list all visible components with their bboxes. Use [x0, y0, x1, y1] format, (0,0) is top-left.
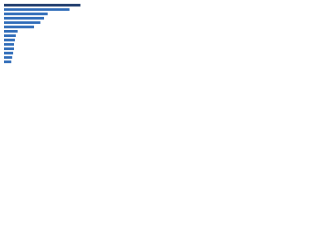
- bar: [4, 60, 12, 64]
- bar: [4, 12, 48, 16]
- bar: [4, 25, 35, 29]
- bar: [4, 34, 16, 37]
- bar: [4, 21, 41, 24]
- bar: [4, 8, 70, 11]
- page: {"chart_data": {"type": "barh", "categor…: [0, 0, 100, 71]
- chart: [4, 3, 81, 64]
- bar: [4, 56, 13, 59]
- bar: [4, 3, 81, 7]
- bar: [4, 16, 45, 20]
- bar: [4, 51, 14, 55]
- bar: [4, 47, 15, 51]
- bar: [4, 43, 15, 46]
- bar: [4, 30, 18, 33]
- bar: [4, 38, 15, 42]
